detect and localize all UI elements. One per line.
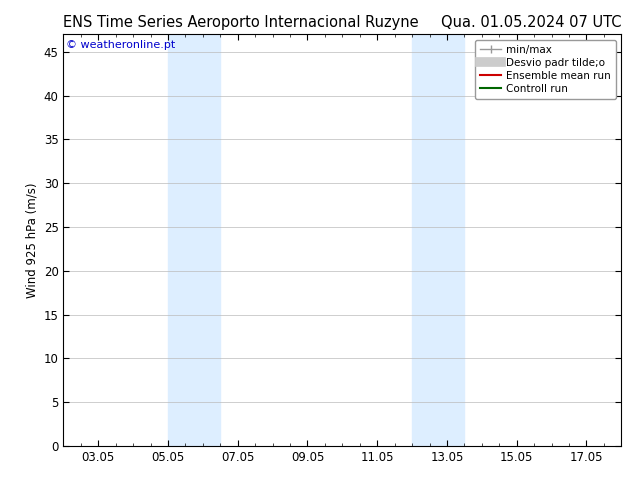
Bar [168,34,221,446]
Text: ENS Time Series Aeroporto Internacional Ruzyne: ENS Time Series Aeroporto Internacional … [63,15,419,30]
Text: © weatheronline.pt: © weatheronline.pt [66,41,176,50]
Text: Qua. 01.05.2024 07 UTC: Qua. 01.05.2024 07 UTC [441,15,621,30]
Legend: min/max, Desvio padr tilde;o, Ensemble mean run, Controll run: min/max, Desvio padr tilde;o, Ensemble m… [475,40,616,99]
Bar [412,34,464,446]
Y-axis label: Wind 925 hPa (m/s): Wind 925 hPa (m/s) [25,182,38,298]
